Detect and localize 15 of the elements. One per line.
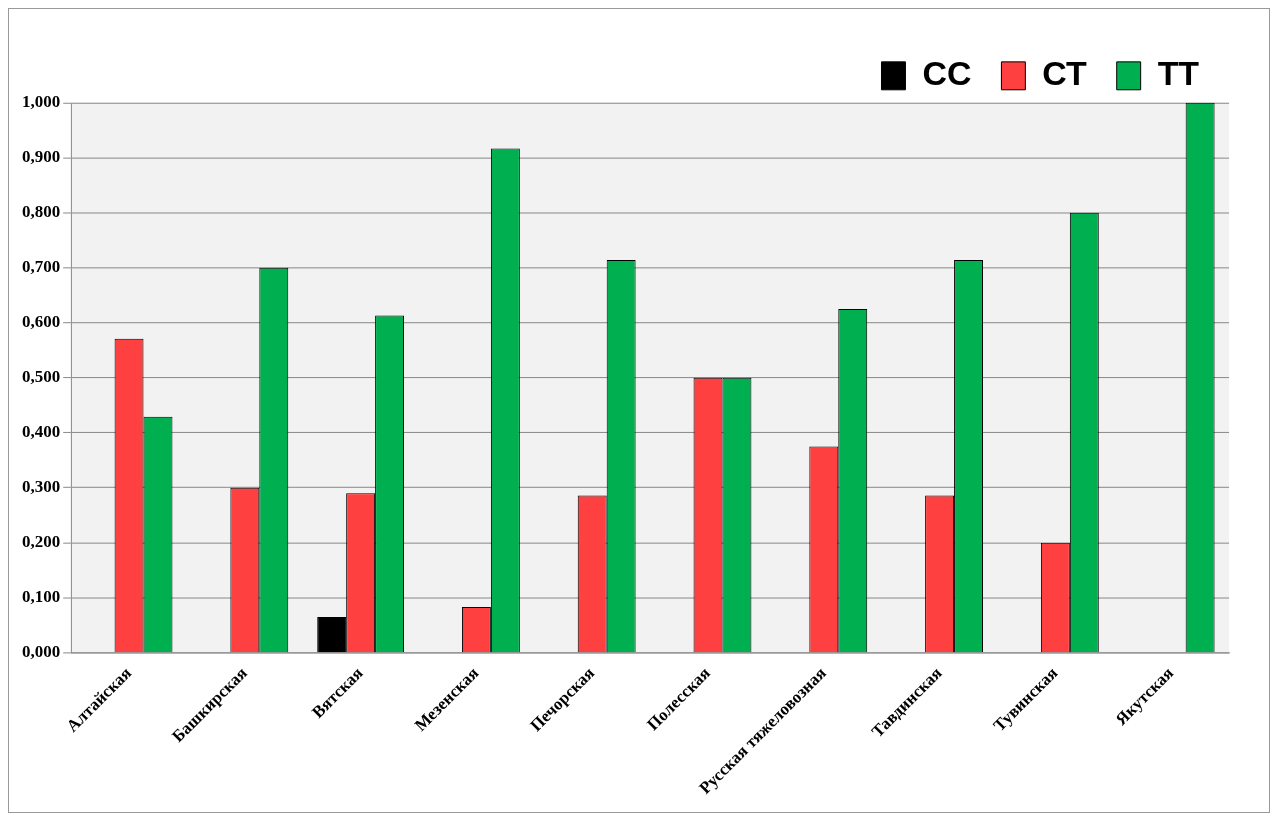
y-tick-label: 0,500 [22, 367, 61, 387]
bar [317, 617, 347, 653]
y-tick-label: 0,700 [22, 257, 61, 277]
legend-label: ТТ [1157, 54, 1200, 93]
y-tick-label: 0,100 [22, 587, 61, 607]
y-tick-label: 0,400 [22, 422, 61, 442]
y-tick-label: 0,300 [22, 477, 61, 497]
legend-label: СС [922, 54, 972, 93]
legend-label: СТ [1042, 54, 1088, 93]
y-tick-label: 0,200 [22, 532, 61, 552]
y-tick-label: 0,900 [22, 147, 61, 167]
y-tick-label: 0,000 [22, 642, 61, 662]
y-tick-label: 0,800 [22, 202, 61, 222]
y-tick-label: 0,600 [22, 312, 61, 332]
y-tick-label: 1,000 [22, 92, 61, 112]
